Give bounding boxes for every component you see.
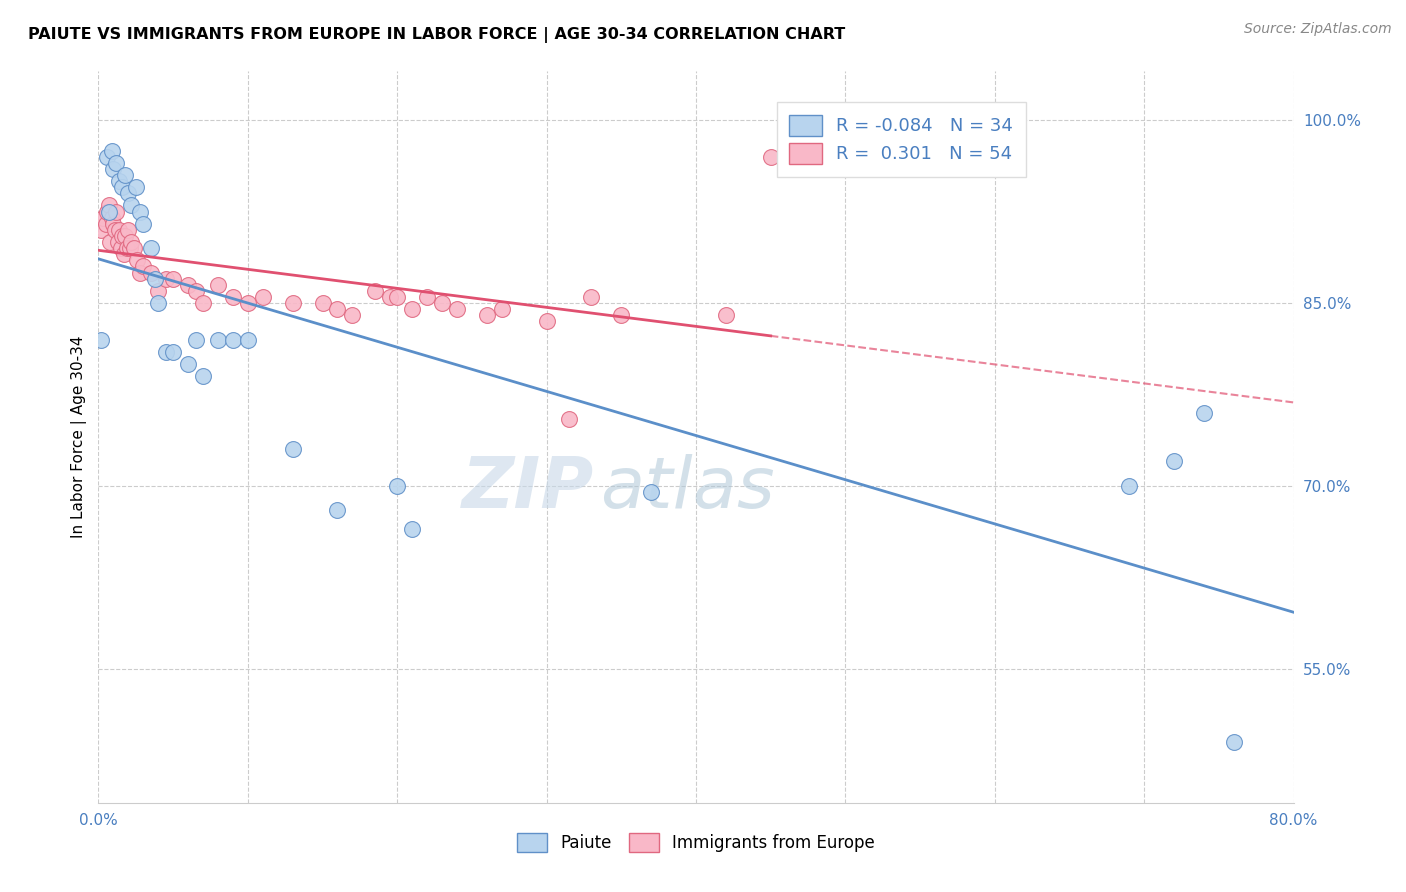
Point xyxy=(714,308,737,322)
Point xyxy=(342,308,364,322)
Point xyxy=(640,485,662,500)
Point xyxy=(117,186,139,201)
Point xyxy=(191,296,214,310)
Point xyxy=(117,223,139,237)
Point xyxy=(558,412,581,426)
Point xyxy=(139,241,162,255)
Point xyxy=(191,369,214,384)
Point xyxy=(184,333,207,347)
Point xyxy=(236,333,259,347)
Point xyxy=(96,204,118,219)
Point xyxy=(222,290,245,304)
Point xyxy=(108,223,131,237)
Point xyxy=(143,271,166,285)
Point xyxy=(378,290,401,304)
Legend: Paiute, Immigrants from Europe: Paiute, Immigrants from Europe xyxy=(509,824,883,860)
Point xyxy=(96,150,118,164)
Point xyxy=(401,521,423,535)
Point xyxy=(111,228,134,243)
Point xyxy=(114,168,136,182)
Point xyxy=(162,271,184,285)
Point xyxy=(105,204,128,219)
Point xyxy=(120,235,142,249)
Point xyxy=(132,260,155,274)
Point xyxy=(326,301,349,317)
Point xyxy=(129,204,152,219)
Point xyxy=(90,333,112,347)
Point xyxy=(491,301,513,317)
Point xyxy=(581,290,603,304)
Point xyxy=(1163,454,1185,468)
Point xyxy=(97,204,120,219)
Point xyxy=(118,241,141,255)
Point xyxy=(207,277,229,292)
Point xyxy=(326,503,349,517)
Point xyxy=(536,314,558,328)
Point xyxy=(114,228,136,243)
Point xyxy=(108,174,131,188)
Point xyxy=(127,253,149,268)
Point xyxy=(236,296,259,310)
Point xyxy=(385,290,409,304)
Point xyxy=(401,301,423,317)
Point xyxy=(105,155,128,169)
Point xyxy=(129,265,152,279)
Point xyxy=(103,161,125,176)
Text: atlas: atlas xyxy=(600,454,775,523)
Point xyxy=(104,223,127,237)
Y-axis label: In Labor Force | Age 30-34: In Labor Force | Age 30-34 xyxy=(72,335,87,539)
Text: Source: ZipAtlas.com: Source: ZipAtlas.com xyxy=(1244,22,1392,37)
Point xyxy=(148,284,170,298)
Point xyxy=(1223,735,1246,749)
Point xyxy=(155,271,177,285)
Point xyxy=(103,217,125,231)
Point xyxy=(111,180,134,194)
Point xyxy=(311,296,333,310)
Point xyxy=(112,247,135,261)
Point xyxy=(177,277,200,292)
Point xyxy=(155,344,177,359)
Point xyxy=(125,180,148,194)
Point xyxy=(110,241,132,255)
Point xyxy=(97,198,120,212)
Point xyxy=(139,265,162,279)
Point xyxy=(475,308,498,322)
Point xyxy=(1192,406,1215,420)
Point xyxy=(94,217,117,231)
Point xyxy=(759,150,782,164)
Point xyxy=(222,333,245,347)
Point xyxy=(124,241,146,255)
Point xyxy=(416,290,439,304)
Point xyxy=(148,296,170,310)
Point xyxy=(101,211,124,225)
Point xyxy=(162,344,184,359)
Point xyxy=(430,296,453,310)
Point xyxy=(115,241,138,255)
Point xyxy=(98,235,122,249)
Point xyxy=(446,301,468,317)
Point xyxy=(281,296,304,310)
Point xyxy=(184,284,207,298)
Point xyxy=(1118,479,1140,493)
Point xyxy=(101,144,124,158)
Point xyxy=(177,357,200,371)
Point xyxy=(281,442,304,457)
Point xyxy=(610,308,633,322)
Point xyxy=(252,290,274,304)
Point xyxy=(91,211,114,225)
Point xyxy=(107,235,129,249)
Point xyxy=(385,479,409,493)
Point xyxy=(364,284,387,298)
Text: ZIP: ZIP xyxy=(463,454,595,523)
Point xyxy=(120,198,142,212)
Text: PAIUTE VS IMMIGRANTS FROM EUROPE IN LABOR FORCE | AGE 30-34 CORRELATION CHART: PAIUTE VS IMMIGRANTS FROM EUROPE IN LABO… xyxy=(28,27,845,43)
Point xyxy=(207,333,229,347)
Point xyxy=(90,223,112,237)
Point xyxy=(132,217,155,231)
